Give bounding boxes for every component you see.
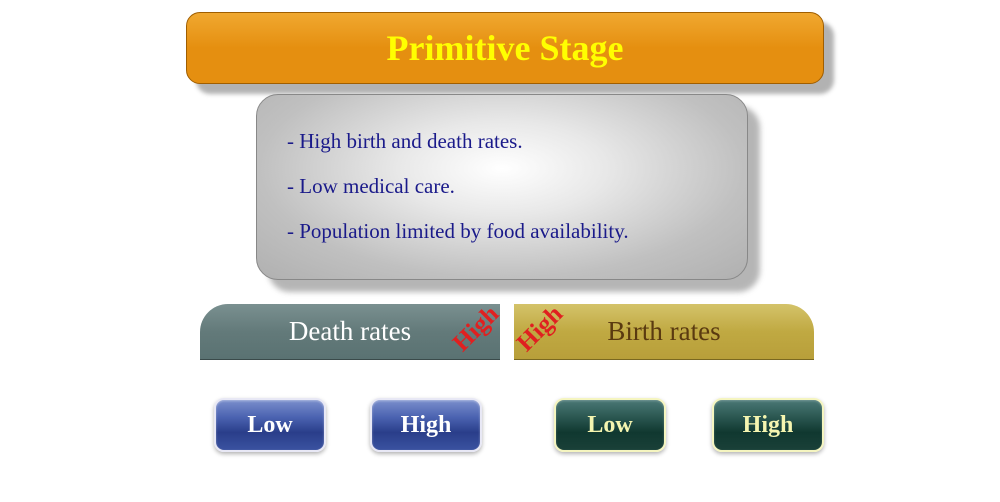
death-low-button[interactable]: Low [214,398,326,452]
description-line: - Low medical care. [287,169,717,205]
button-label: Low [247,412,292,439]
button-label: High [401,412,452,439]
birth-rates-tab: Birth rates [514,304,814,360]
title-text: Primitive Stage [387,27,624,69]
description-line: - Population limited by food availabilit… [287,214,717,250]
description-line: - High birth and death rates. [287,124,717,160]
birth-low-button[interactable]: Low [554,398,666,452]
birth-rates-label: Birth rates [607,316,720,347]
death-rates-label: Death rates [289,316,411,347]
title-banner: Primitive Stage [186,12,824,84]
button-label: High [743,412,794,439]
button-label: Low [587,412,632,439]
description-box: - High birth and death rates. - Low medi… [256,94,748,280]
death-high-button[interactable]: High [370,398,482,452]
birth-high-button[interactable]: High [712,398,824,452]
death-rates-tab: Death rates [200,304,500,360]
